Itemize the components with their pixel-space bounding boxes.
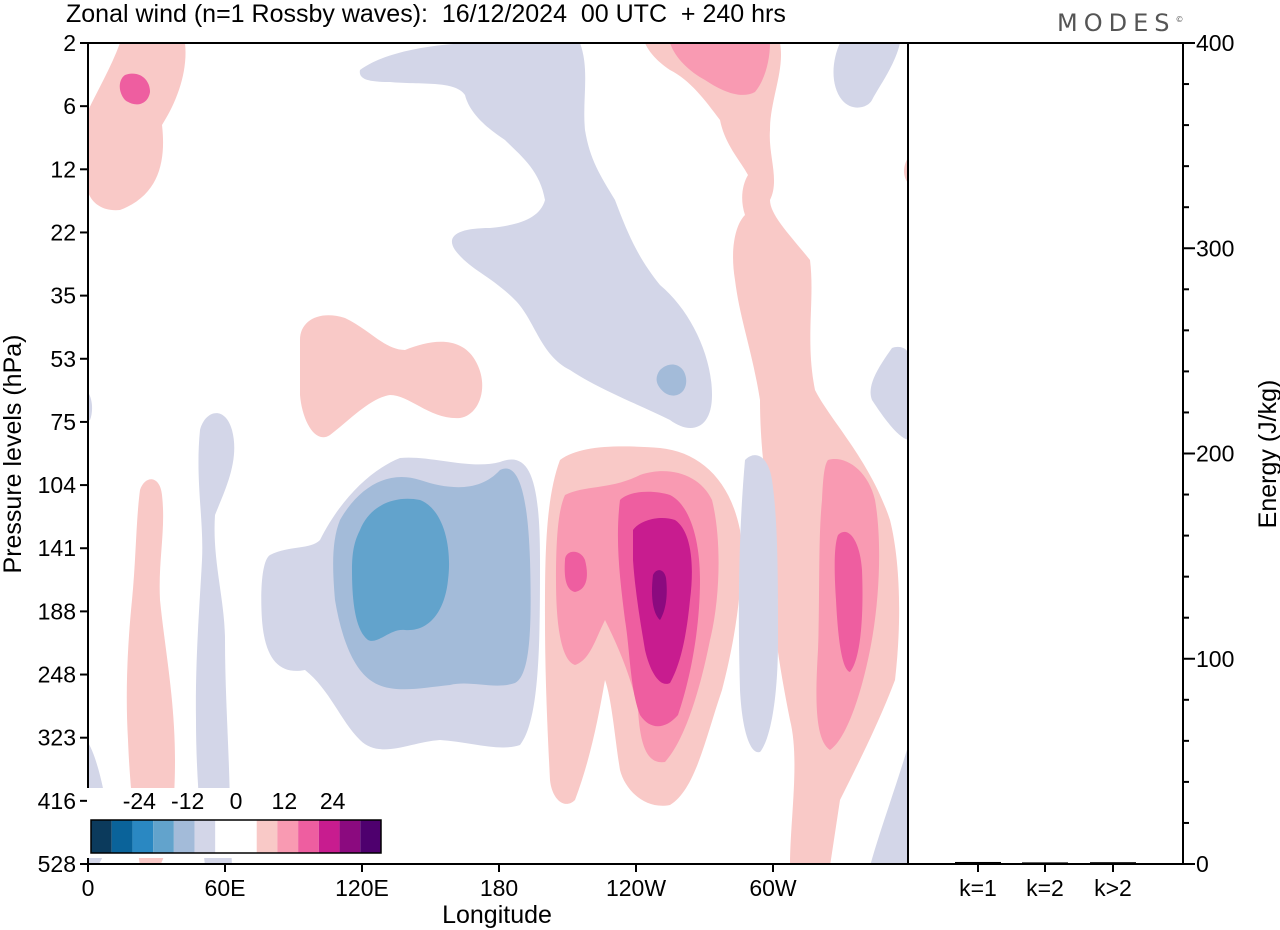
contour-pos-9: [564, 551, 587, 592]
brand-text: MODES: [1057, 9, 1176, 37]
chart-title: Zonal wind (n=1 Rossby waves): 16/12/202…: [66, 0, 786, 28]
energy-tick-label: 0: [1196, 851, 1209, 877]
energy-frame: [907, 42, 1184, 865]
y-tick-label: 2: [63, 30, 76, 56]
x-tick-label: 120E: [335, 875, 389, 901]
colorbar-swatch: [298, 820, 319, 853]
energy-tick-label: 100: [1196, 646, 1234, 672]
y-tick-label: 6: [63, 93, 76, 119]
energy-bar: [1022, 862, 1068, 865]
y-tick-label: 416: [38, 788, 76, 814]
x-tick-label: 60E: [205, 875, 246, 901]
colorbar-label: 12: [272, 788, 298, 814]
energy-tick-label: 200: [1196, 441, 1234, 467]
colorbar-swatch: [236, 820, 257, 853]
energy-category-label: k>2: [1094, 875, 1132, 901]
contour-field: [88, 43, 908, 864]
colorbar-swatch: [339, 820, 361, 853]
energy-category-label: k=2: [1026, 875, 1064, 901]
contour-neg-6: [352, 498, 450, 641]
colorbar-swatch: [318, 820, 340, 853]
brand-mark: ©: [1175, 15, 1184, 24]
energy-category-label: k=1: [959, 875, 997, 901]
colorbar-swatch: [360, 820, 381, 853]
y-tick-label: 12: [50, 156, 76, 182]
contour-pos-12: [651, 570, 667, 620]
colorbar-swatch: [91, 820, 112, 853]
contour-pos-4: [670, 43, 770, 95]
x-axis-label: Longitude: [442, 901, 552, 929]
contour-neg-10: [738, 455, 778, 753]
contour-pos-2: [119, 73, 150, 105]
contour-neg-11: [870, 346, 908, 440]
colorbar-swatch: [215, 820, 236, 853]
energy-bars: k=1 k=2 k>2: [955, 861, 1136, 901]
energy-tick-label: 400: [1196, 30, 1234, 56]
y-tick-label: 141: [38, 535, 76, 561]
modes-logo: MODES©: [1057, 9, 1183, 37]
y-tick-label: 188: [38, 598, 76, 624]
x-tick-label: 120W: [606, 875, 666, 901]
colorbar: -24 -12 0 12 24: [87, 788, 385, 858]
colorbar-swatch: [277, 820, 299, 853]
colorbar-label: -24: [123, 788, 156, 814]
energy-axis: 0 100 200 300 400: [1183, 30, 1234, 877]
contour-pos-14: [834, 531, 863, 672]
contour-pos-5: [300, 315, 483, 438]
y-tick-label: 75: [50, 409, 76, 435]
y-axis-label: Pressure levels (hPa): [0, 335, 27, 574]
contour-neg-2: [656, 364, 687, 396]
contour-pos-1: [88, 43, 186, 211]
y-tick-label: 22: [50, 219, 76, 245]
energy-bar: [1090, 862, 1136, 865]
colorbar-swatch: [111, 820, 133, 853]
y-tick-label: 248: [38, 662, 76, 688]
x-tick-label: 180: [480, 875, 518, 901]
y-tick-label: 53: [50, 346, 76, 372]
contour-neg-3: [833, 43, 900, 108]
y-axis: 2 6 12 22 35 53 75 104 141 188 248 323 416 528: [38, 30, 88, 877]
contour-pos-6: [126, 479, 175, 864]
contour-neg-7: [195, 413, 235, 864]
y-tick-label: 323: [38, 725, 76, 751]
contour-neg-1: [359, 43, 712, 428]
colorbar-swatch: [173, 820, 195, 853]
colorbar-swatch: [194, 820, 216, 853]
energy-bar: [955, 861, 1001, 864]
colorbar-label: -12: [171, 788, 204, 814]
energy-axis-label: Energy (J/kg): [1254, 380, 1280, 529]
x-tick-label: 60W: [749, 875, 797, 901]
contour-neg-9: [88, 392, 93, 421]
colorbar-swatch: [256, 820, 278, 853]
y-tick-label: 528: [38, 851, 76, 877]
colorbar-label: 0: [230, 788, 243, 814]
y-tick-label: 35: [50, 283, 76, 309]
colorbar-swatch: [132, 820, 154, 853]
x-axis: 0 60E 120E 180 120W 60W: [82, 864, 797, 901]
y-tick-label: 104: [38, 472, 77, 498]
x-tick-label: 0: [82, 875, 95, 901]
energy-tick-label: 300: [1196, 235, 1234, 261]
colorbar-frame: [90, 819, 382, 854]
colorbar-swatch: [153, 820, 174, 853]
contour-neg-12: [870, 746, 908, 864]
colorbar-label: 24: [320, 788, 346, 814]
